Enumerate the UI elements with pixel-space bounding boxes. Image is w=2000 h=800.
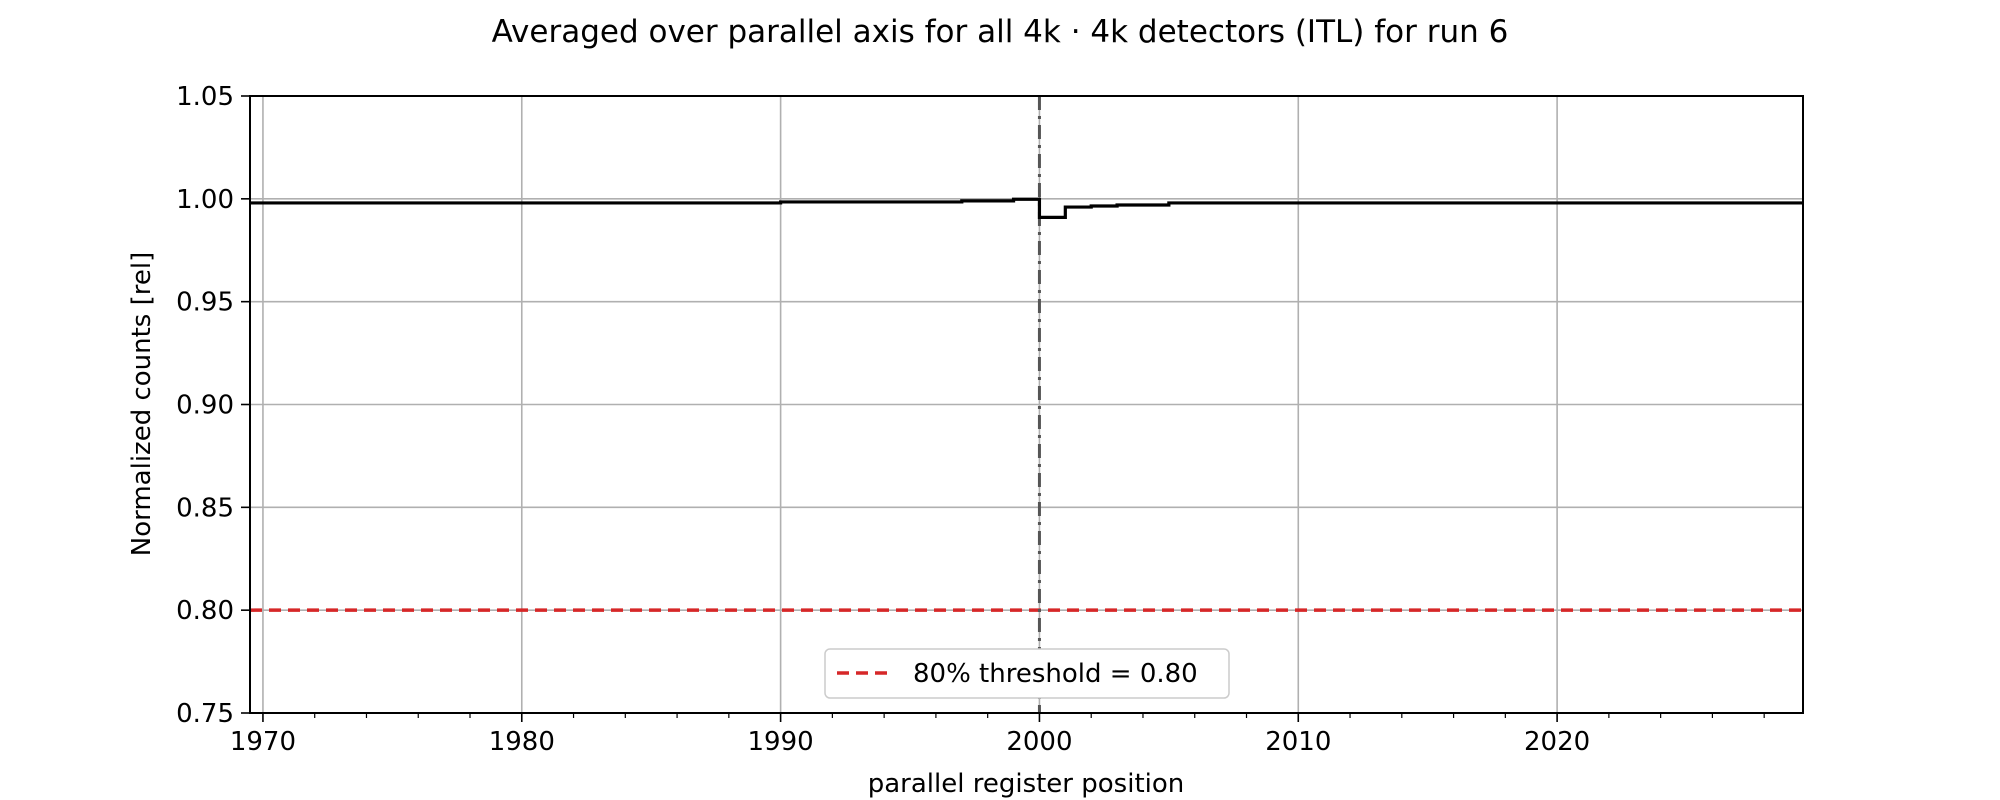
x-tick-label: 1970 bbox=[230, 727, 296, 757]
ticks: 1970 1980 1990 2000 2010 2020 0.75 0.80 0.85 0.90… bbox=[176, 82, 1765, 757]
y-tick-label: 1.00 bbox=[176, 185, 234, 215]
x-tick-label: 2010 bbox=[1265, 727, 1331, 757]
y-tick-label: 0.80 bbox=[176, 596, 234, 626]
legend: 80% threshold = 0.80 bbox=[824, 648, 1230, 699]
chart-title: Averaged over parallel axis for all 4k ·… bbox=[492, 14, 1509, 50]
x-tick-label: 1980 bbox=[489, 727, 555, 757]
x-tick-label: 2000 bbox=[1006, 727, 1072, 757]
x-axis-label: parallel register position bbox=[868, 769, 1185, 799]
normalized-counts-line bbox=[250, 197, 1803, 219]
x-tick-label: 1990 bbox=[748, 727, 814, 757]
legend-threshold-label: 80% threshold = 0.80 bbox=[913, 659, 1198, 689]
reference-lines bbox=[250, 96, 1803, 713]
y-tick-label: 0.75 bbox=[176, 699, 234, 729]
series-layer bbox=[250, 197, 1803, 219]
y-tick-label: 0.90 bbox=[176, 391, 234, 421]
x-tick-label: 2020 bbox=[1524, 727, 1590, 757]
y-tick-label: 1.05 bbox=[176, 82, 234, 112]
legend-box bbox=[824, 648, 1230, 699]
y-axis-label: Normalized counts [rel] bbox=[127, 252, 157, 557]
y-tick-label: 0.95 bbox=[176, 288, 234, 318]
y-tick-label: 0.85 bbox=[176, 493, 234, 523]
